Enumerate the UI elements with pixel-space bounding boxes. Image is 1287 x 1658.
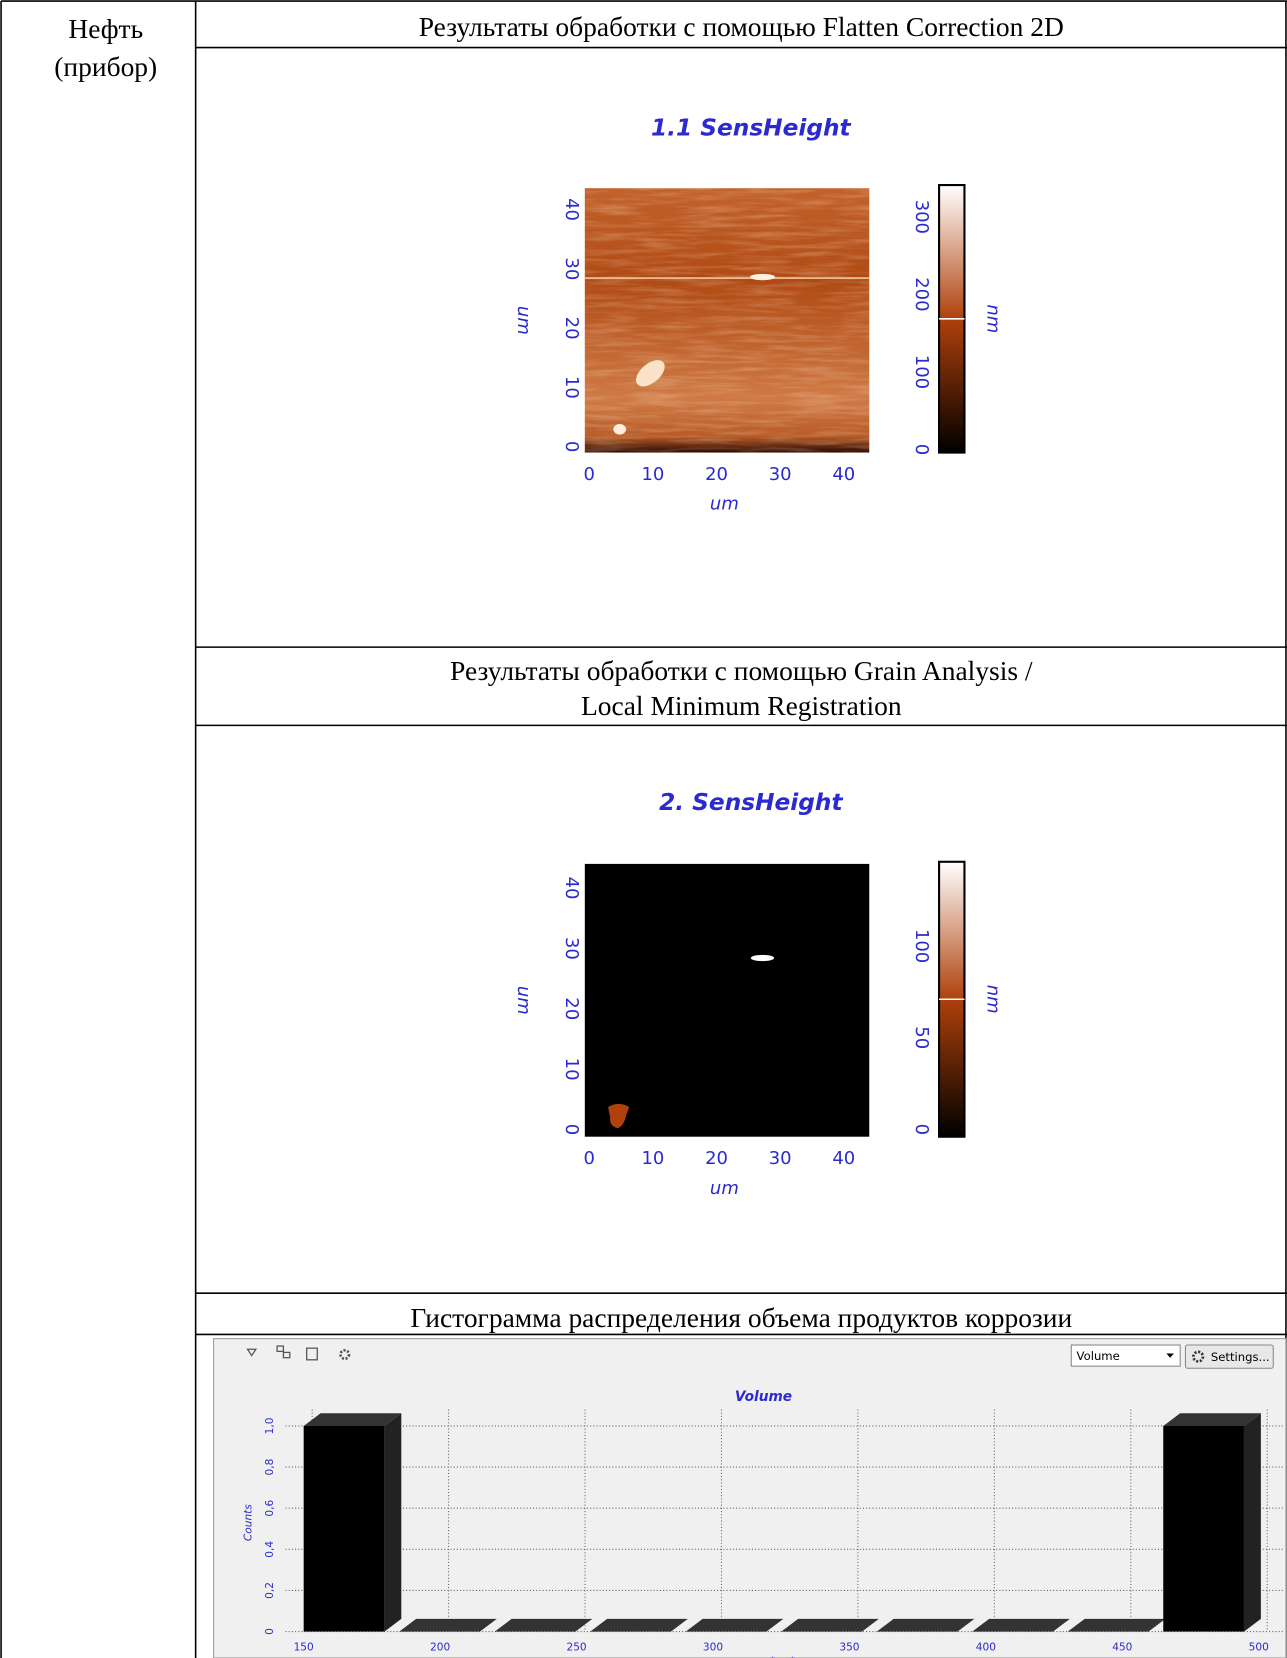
x-tick-label: 30 [769, 1148, 792, 1169]
colorbar-tick-label: 0 [911, 444, 932, 455]
chart-title: Volume [735, 1389, 792, 1405]
height-map [585, 864, 869, 1137]
settings-label[interactable]: Settings... [1211, 1350, 1270, 1364]
x-tick-label: 200 [430, 1642, 450, 1654]
histogram-bar [686, 1619, 784, 1632]
y-tick-label: 0 [264, 1628, 276, 1635]
x-tick-label: 10 [641, 1148, 664, 1169]
bar-top [1068, 1619, 1166, 1632]
y-tick-label: 20 [561, 317, 582, 340]
bar-top [495, 1619, 593, 1632]
dropdown-value[interactable]: Volume [1077, 1349, 1120, 1363]
y-tick-label: 20 [561, 997, 582, 1020]
document: Нефть (прибор) Результаты обработки с по… [0, 0, 1287, 1658]
page: {"table": { "row_label": ["Нефть", "(при… [0, 0, 1287, 1658]
x-tick-label: 20 [705, 464, 728, 485]
y-tick-label: 0,6 [264, 1500, 276, 1517]
section-heading: Local Minimum Registration [581, 691, 902, 721]
y-axis-label: um [513, 306, 534, 335]
bar-top [304, 1413, 402, 1426]
bar-top [781, 1619, 879, 1632]
histogram-bar [781, 1619, 879, 1632]
section-heading: Результаты обработки с помощью Flatten C… [419, 12, 1064, 42]
y-axis-label: Counts [243, 1504, 255, 1541]
bar-front [1163, 1426, 1244, 1632]
x-axis-label: um [710, 1178, 739, 1199]
x-tick-label: 300 [703, 1642, 723, 1654]
height-map-texture [585, 188, 869, 452]
bar-top [972, 1619, 1070, 1632]
x-tick-label: 30 [769, 464, 792, 485]
y-tick-label: 40 [561, 877, 582, 900]
feature [613, 424, 626, 435]
histogram-bar [399, 1619, 497, 1632]
bar-top [686, 1619, 784, 1632]
x-tick-label: 400 [976, 1642, 996, 1654]
x-tick-label: 10 [641, 464, 664, 485]
histogram-bar [1163, 1413, 1261, 1631]
x-tick-label: 250 [566, 1642, 586, 1654]
bar-top [399, 1619, 497, 1632]
y-axis-label: um [513, 986, 534, 1015]
histogram-bar [304, 1413, 402, 1631]
section-heading: Результаты обработки с помощью Grain Ana… [450, 656, 1033, 686]
feature [750, 274, 775, 280]
colorbar-label: nm [983, 985, 1004, 1014]
bar-top [877, 1619, 975, 1632]
histogram-bar [1068, 1619, 1166, 1632]
histogram-bar [972, 1619, 1070, 1632]
bar-top [590, 1619, 688, 1632]
figure-title: 1.1 SensHeight [651, 114, 852, 141]
y-tick-label: 0,4 [264, 1541, 276, 1558]
colorbar-tick-label: 100 [911, 355, 932, 389]
x-tick-label: 40 [832, 1148, 855, 1169]
x-tick-label: 40 [832, 464, 855, 485]
colorbar-tick-label: 200 [911, 277, 932, 311]
y-tick-label: 0 [561, 1124, 582, 1135]
y-tick-label: 30 [561, 257, 582, 280]
colorbar-tick-label: 300 [911, 200, 932, 234]
y-tick-label: 30 [561, 937, 582, 960]
section-heading: Гистограмма распределения объема продукт… [410, 1303, 1072, 1333]
x-axis-label: um [710, 494, 739, 515]
row-label: (прибор) [54, 52, 157, 82]
histogram-bar [495, 1619, 593, 1632]
histogram-bar [877, 1619, 975, 1632]
bar-front [304, 1426, 385, 1632]
x-tick-label: 0 [584, 1148, 595, 1169]
x-tick-label: 150 [294, 1642, 314, 1654]
y-tick-label: 40 [561, 198, 582, 221]
bar-side [1244, 1413, 1261, 1631]
colorbar-tick-label: 100 [911, 929, 932, 963]
x-tick-label: 450 [1112, 1642, 1132, 1654]
row-label: Нефть [68, 14, 143, 44]
colorbar-label: nm [983, 304, 1004, 333]
y-tick-label: 0 [561, 441, 582, 452]
x-tick-label: 20 [705, 1148, 728, 1169]
y-tick-label: 0,8 [264, 1459, 276, 1476]
x-tick-label: 350 [839, 1642, 859, 1654]
y-tick-label: 0,2 [264, 1582, 276, 1599]
bar-side [384, 1413, 401, 1631]
x-tick-label: 0 [584, 464, 595, 485]
colorbar-tick-label: 50 [911, 1026, 932, 1049]
figure-title: 2. SensHeight [659, 789, 843, 816]
bar-top [1163, 1413, 1261, 1426]
y-tick-label: 10 [561, 376, 582, 399]
x-tick-label: 500 [1249, 1642, 1269, 1654]
histogram-bar [590, 1619, 688, 1632]
grain [751, 955, 774, 961]
colorbar-tick-label: 0 [911, 1124, 932, 1135]
y-tick-label: 1,0 [264, 1417, 276, 1434]
y-tick-label: 10 [561, 1058, 582, 1081]
